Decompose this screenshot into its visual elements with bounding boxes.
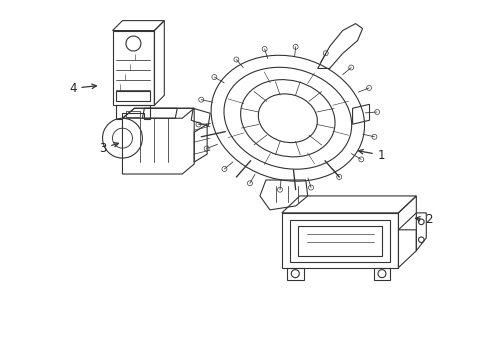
Text: 1: 1	[358, 149, 385, 162]
Bar	[126, 111, 140, 117]
Text: 2: 2	[415, 213, 432, 226]
Text: 4: 4	[69, 82, 96, 95]
Bar	[289, 220, 389, 262]
Bar	[297, 226, 382, 256]
Text: 3: 3	[99, 141, 118, 155]
